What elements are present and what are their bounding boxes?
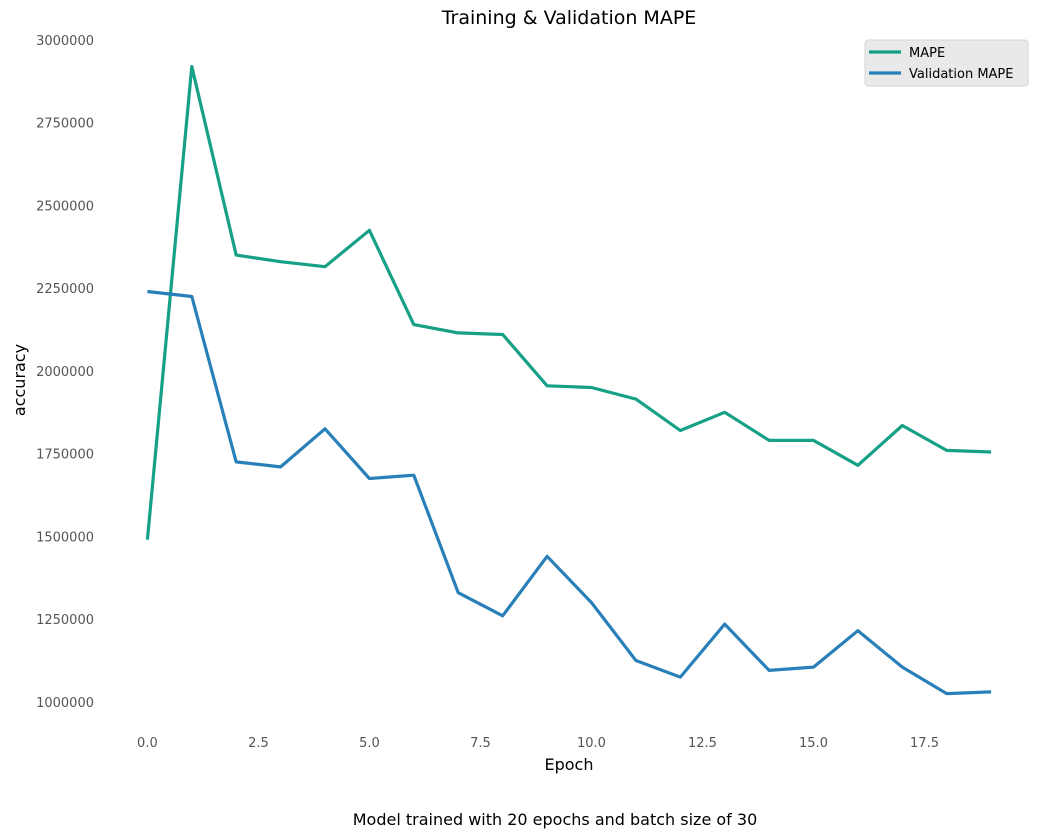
x-tick-label: 12.5 [688,736,717,751]
chart-caption: Model trained with 20 epochs and batch s… [353,810,758,829]
x-tick-label: 0.0 [137,736,158,751]
x-tick-label: 10.0 [577,736,606,751]
legend: MAPE Validation MAPE [864,39,1029,87]
series-line [145,64,992,540]
y-tick-label: 2750000 [36,117,94,132]
series-line [147,289,992,696]
y-tick-label: 1250000 [36,613,94,628]
x-axis-title: Epoch [545,755,594,774]
y-tick-label: 3000000 [36,34,94,49]
y-tick-label: 1500000 [36,530,94,545]
x-axis: 0.0 2.5 5.0 7.5 10.0 12.5 15.0 17.5 [137,736,939,751]
y-tick-label: 1750000 [36,448,94,463]
legend-box [864,39,1029,87]
y-axis-title: accuracy [10,344,29,416]
legend-label: Validation MAPE [909,67,1014,82]
y-tick-label: 1000000 [36,696,94,711]
y-tick-label: 2000000 [36,365,94,380]
chart-title: Training & Validation MAPE [441,7,697,29]
x-tick-label: 5.0 [359,736,380,751]
x-tick-label: 15.0 [799,736,828,751]
legend-label: MAPE [909,46,945,61]
y-tick-label: 2250000 [36,282,94,297]
y-axis: 1000000 1250000 1500000 1750000 2000000 22500… [36,34,94,711]
y-tick-label: 2500000 [36,199,94,214]
x-tick-label: 17.5 [910,736,939,751]
x-tick-label: 2.5 [248,736,269,751]
x-tick-label: 7.5 [470,736,491,751]
series-layer [145,64,992,696]
